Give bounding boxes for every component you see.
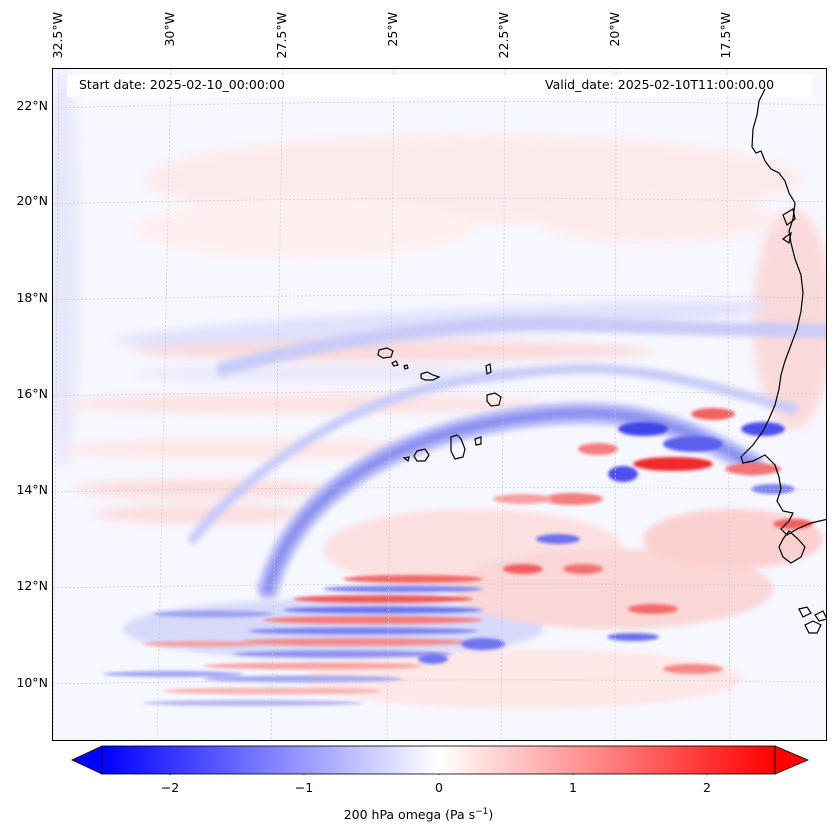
lat-label-22n: 22°N: [16, 98, 48, 113]
valid-date-label: Valid_date: 2025-02-10T11:00:00.00: [545, 77, 775, 92]
colorbar-tick-2: 2: [703, 780, 711, 795]
lon-label-25w: 25°W: [385, 12, 400, 47]
field-northern-weak-ascent: [53, 69, 826, 469]
lat-label-10n: 10°N: [16, 675, 48, 690]
lon-label-20w: 20°W: [607, 12, 622, 47]
lon-label-32-5w: 32.5°W: [50, 12, 65, 59]
colorbar-tick-minus-2: −2: [160, 780, 180, 795]
colorbar-extend-min: [71, 745, 103, 775]
colorbar-gradient: [101, 745, 776, 775]
colorbar-tick-1: 1: [569, 780, 577, 795]
field-convective-cells: [418, 408, 813, 674]
cape-verde-islands: [377, 347, 502, 463]
lat-label-14n: 14°N: [16, 482, 48, 497]
omega-colorbar: [71, 745, 810, 775]
lon-label-27-5w: 27.5°W: [274, 12, 289, 59]
lon-label-17-5w: 17.5°W: [718, 12, 733, 59]
colorbar-extend-max: [774, 745, 810, 775]
colorbar-label-main: 200 hPa omega (Pa s: [343, 807, 476, 823]
field-curved-descent-band: [188, 316, 826, 600]
info-strip: [67, 75, 812, 97]
colorbar-tick-marks: [169, 774, 708, 775]
colorbar-label: 200 hPa omega (Pa s−1): [0, 808, 837, 822]
start-date-label: Start date: 2025-02-10_00:00:00: [79, 77, 285, 92]
colorbar-label-end: ): [488, 807, 494, 823]
colorbar-label-superscript: −1: [475, 807, 489, 817]
lat-label-20n: 20°N: [16, 193, 48, 208]
lat-label-12n: 12°N: [16, 578, 48, 593]
colorbar-tick-minus-1: −1: [294, 780, 314, 795]
omega-map: [52, 68, 827, 741]
lat-label-18n: 18°N: [16, 290, 48, 305]
field-wave-stripes: [103, 575, 483, 706]
lon-label-22-5w: 22.5°W: [496, 12, 511, 59]
lat-label-16n: 16°N: [16, 386, 48, 401]
africa-coastline: [740, 88, 826, 634]
graticule-lines: [53, 69, 826, 740]
lon-label-30w: 30°W: [162, 12, 177, 47]
colorbar-tick-0: 0: [435, 780, 443, 795]
omega-field-svg: [53, 69, 826, 740]
